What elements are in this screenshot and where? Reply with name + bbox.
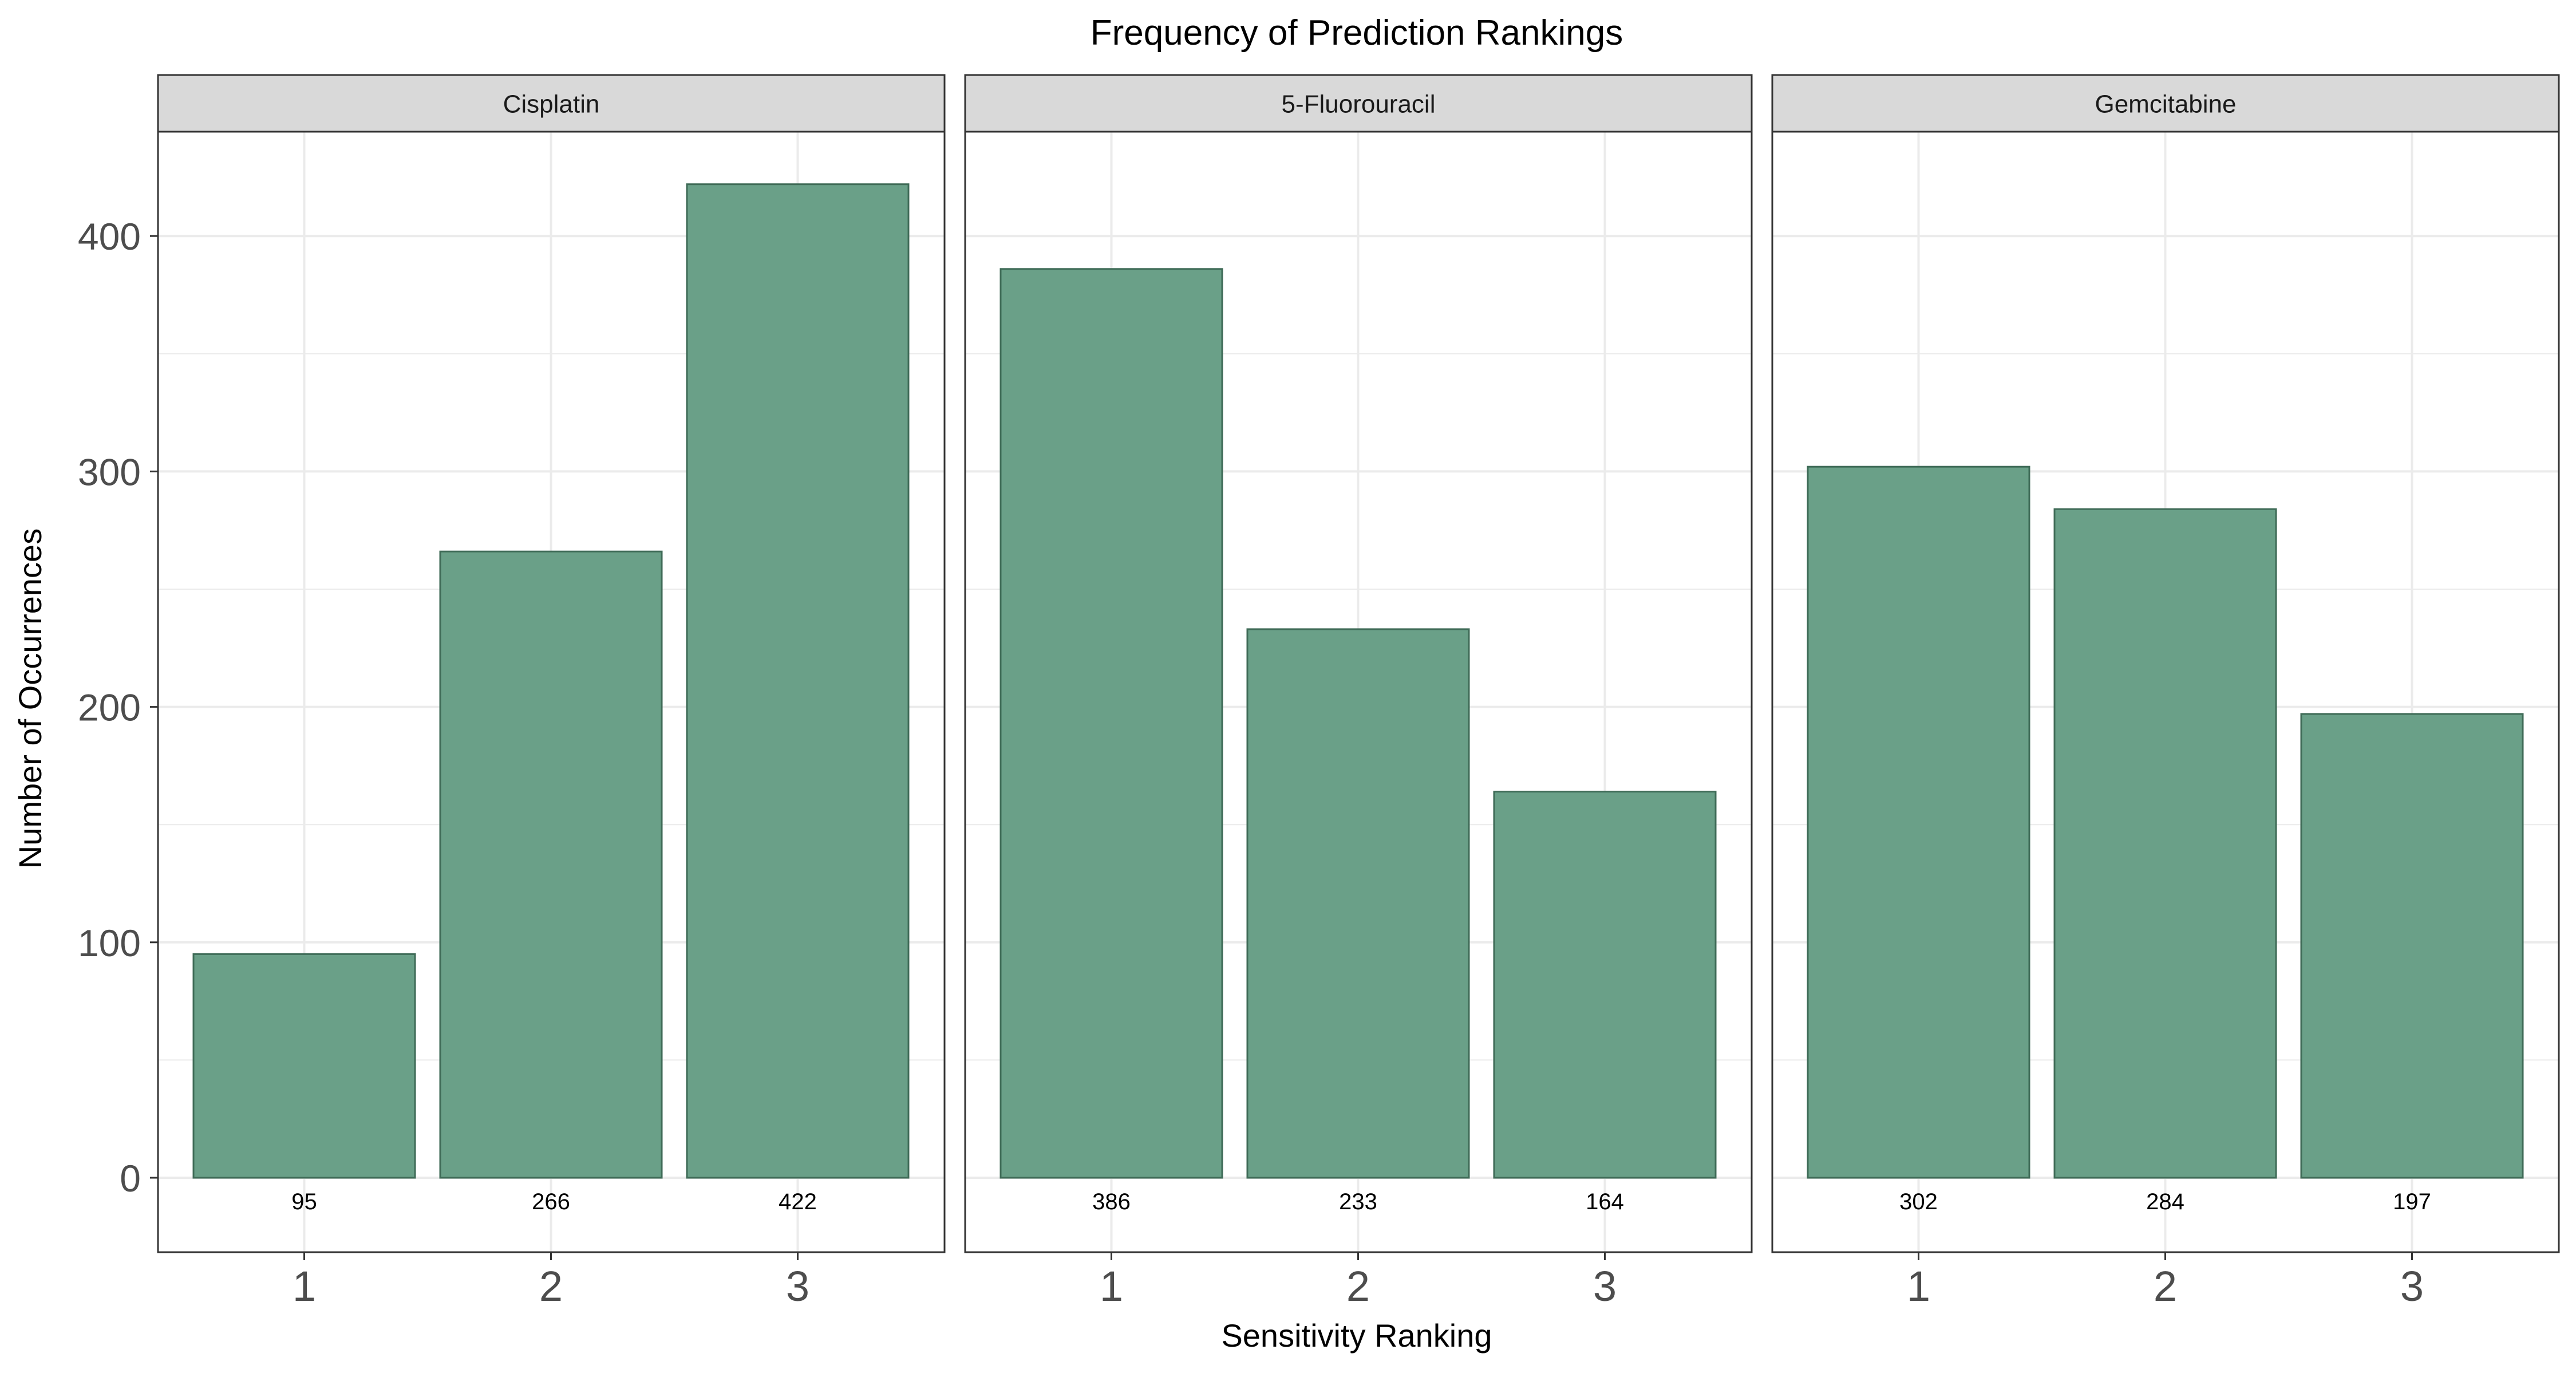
bar	[686, 183, 910, 1179]
x-tick-label: 3	[786, 1262, 809, 1310]
y-tick-label: 0	[120, 1157, 141, 1200]
y-tick-label: 200	[78, 686, 141, 729]
y-tick-label: 300	[78, 451, 141, 493]
bar	[439, 550, 663, 1179]
bar-value-label: 302	[1899, 1189, 1938, 1214]
bar	[2053, 508, 2277, 1179]
x-tick-label: 2	[539, 1262, 563, 1310]
x-tick-label: 1	[293, 1262, 316, 1310]
x-tick-label: 1	[1907, 1262, 1930, 1310]
y-tick-label: 100	[78, 922, 141, 964]
bar-value-label: 197	[2393, 1189, 2431, 1214]
x-tick-label: 2	[2154, 1262, 2177, 1310]
bar	[1493, 791, 1717, 1179]
bar-value-label: 95	[291, 1189, 317, 1214]
x-tick-label: 3	[1593, 1262, 1617, 1310]
bar	[192, 953, 416, 1179]
y-tick-label: 400	[78, 215, 141, 258]
bar	[2300, 713, 2524, 1179]
y-axis-label: Number of Occurrences	[12, 528, 48, 869]
bar-value-label: 284	[2146, 1189, 2184, 1214]
facet-strip	[964, 74, 1753, 133]
facet-strip-label: 5-Fluorouracil	[1282, 90, 1436, 119]
chart-title: Frequency of Prediction Rankings	[1091, 13, 1623, 53]
bar-value-label: 386	[1092, 1189, 1131, 1214]
x-tick-label: 2	[1346, 1262, 1370, 1310]
bar	[999, 268, 1223, 1179]
bar-value-label: 233	[1339, 1189, 1377, 1214]
facet-strip-label: Gemcitabine	[2095, 90, 2236, 119]
x-tick-label: 1	[1100, 1262, 1123, 1310]
bar-value-label: 164	[1586, 1189, 1624, 1214]
facet-strip	[1771, 74, 2560, 133]
facet-strip	[157, 74, 946, 133]
x-tick-label: 3	[2400, 1262, 2424, 1310]
bar	[1807, 465, 2030, 1179]
facet-strip-label: Cisplatin	[503, 90, 600, 119]
bar-value-label: 266	[532, 1189, 570, 1214]
bar-value-label: 422	[779, 1189, 817, 1214]
bar	[1246, 628, 1470, 1179]
x-axis-label: Sensitivity Ranking	[1221, 1317, 1492, 1354]
